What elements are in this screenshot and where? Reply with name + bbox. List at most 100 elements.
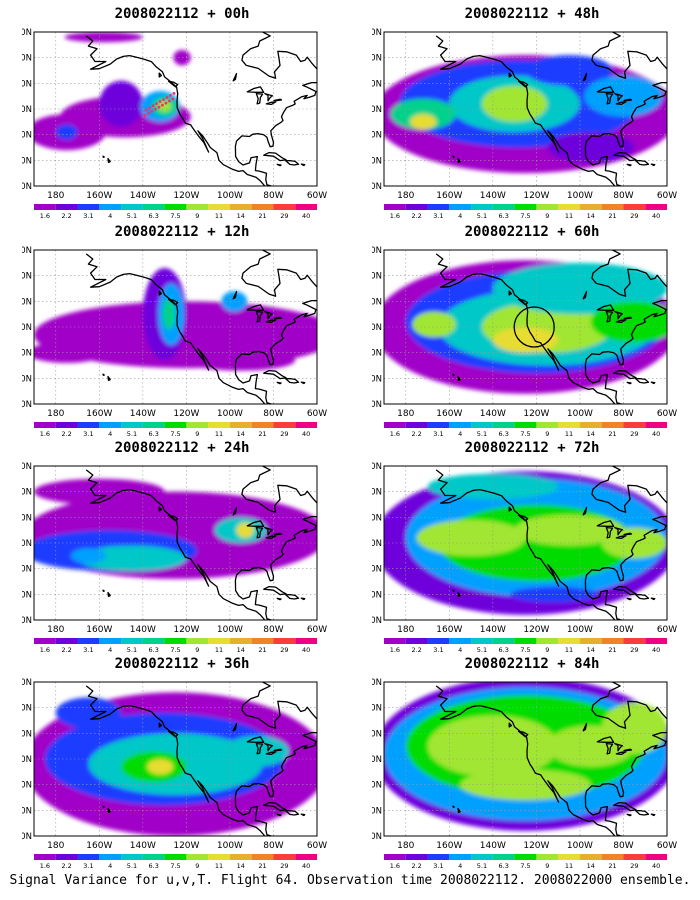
great-lake: [614, 742, 624, 752]
great-lake: [623, 98, 633, 102]
colorbar-label: 2.2: [61, 430, 71, 438]
colorbar-label: 4: [108, 862, 112, 870]
lon-label: 60W: [307, 191, 327, 201]
variance-map-60h: 70N 60N 50N 40N 30N 20N 10N 180 160W 140W 120W 100W…: [372, 246, 677, 438]
panel-title: 2008022112 + 36h: [114, 656, 250, 672]
lon-label: 80W: [263, 409, 283, 419]
lon-label: 120W: [523, 409, 549, 419]
colorbar-swatch: [186, 638, 209, 644]
variance-map-48h: 70N 60N 50N 40N 30N 20N 10N 180 160W 140W 120W 100W…: [372, 28, 677, 220]
coastlines: [435, 32, 667, 186]
colorbar-swatch: [295, 204, 317, 210]
lon-label: 80W: [263, 625, 283, 635]
colorbar-swatch: [492, 854, 515, 860]
lat-label: 10N: [372, 182, 382, 192]
island: [613, 585, 637, 596]
great-lake: [582, 506, 588, 516]
island: [613, 801, 637, 812]
lat-label: 70N: [22, 28, 32, 38]
island: [300, 163, 306, 167]
island: [285, 377, 300, 384]
great-lake: [596, 520, 615, 527]
variance-map-72h: 70N 60N 50N 40N 30N 20N 10N 180 160W 140W 120W 100W…: [372, 462, 677, 654]
colorbar-label: 40: [302, 430, 310, 438]
island: [285, 809, 300, 816]
colorbar-label: 40: [652, 646, 660, 654]
great-lake: [255, 92, 264, 105]
colorbar-label: 7.5: [170, 862, 180, 870]
observation-point: [150, 109, 154, 113]
lon-label: 80W: [613, 625, 633, 635]
colorbar-swatch: [405, 422, 428, 428]
island: [626, 813, 632, 817]
lon-label: 180: [397, 409, 414, 419]
colorbar-swatch: [449, 422, 472, 428]
observation-point: [169, 93, 172, 97]
colorbar-swatch: [601, 638, 624, 644]
island: [167, 80, 179, 88]
colorbar-label: 11: [565, 212, 573, 220]
colorbar-label: 2.2: [61, 212, 71, 220]
colorbar-label: 29: [280, 212, 288, 220]
colorbar-swatch: [384, 204, 406, 210]
island: [457, 807, 461, 814]
lat-label: 20N: [372, 806, 382, 816]
colorbar-label: 14: [587, 212, 595, 220]
island: [613, 369, 637, 380]
variance-contour: [236, 522, 254, 538]
colorbar-label: 6.3: [149, 212, 159, 220]
lat-label: 30N: [372, 131, 382, 141]
great-lake: [615, 751, 627, 756]
colorbar-label: 5.1: [477, 212, 487, 220]
colorbar-label: 3.1: [83, 646, 93, 654]
lat-label: 30N: [22, 349, 32, 359]
colorbar-swatch: [492, 638, 515, 644]
colorbar-swatch: [99, 638, 122, 644]
island: [263, 151, 287, 162]
colorbar-swatch: [55, 638, 78, 644]
variance-contour: [514, 514, 624, 546]
lat-label: 50N: [22, 297, 32, 307]
lon-label: 140W: [130, 841, 156, 851]
colorbar-label: 9: [545, 212, 549, 220]
coastlines: [85, 682, 317, 836]
lon-label: 80W: [263, 191, 283, 201]
lat-label: 60N: [372, 488, 382, 498]
colorbar-swatch: [164, 204, 187, 210]
variance-contour: [162, 298, 176, 330]
colorbar-swatch: [55, 854, 78, 860]
colorbar: 1.6 2.2 3.1 4 5.1 6.3 7.5 9 11 14 21 29 40: [384, 854, 667, 870]
lon-label: 160W: [436, 625, 462, 635]
colorbar-swatch: [623, 204, 646, 210]
island: [650, 163, 656, 167]
colorbar-swatch: [405, 204, 428, 210]
lat-label: 70N: [22, 246, 32, 256]
colorbar-label: 29: [630, 212, 638, 220]
colorbar-label: 3.1: [433, 212, 443, 220]
colorbar-label: 21: [608, 646, 616, 654]
colorbar-label: 9: [545, 862, 549, 870]
lon-label: 120W: [523, 625, 549, 635]
island: [457, 157, 461, 164]
great-lake: [623, 316, 633, 320]
variance-contour: [412, 311, 456, 338]
colorbar-swatch: [273, 638, 296, 644]
coastline-west: [85, 685, 266, 836]
variance-contour: [77, 545, 187, 572]
colorbar-label: 5.1: [127, 212, 137, 220]
island: [102, 589, 105, 592]
colorbar-label: 11: [215, 212, 223, 220]
lat-label: 40N: [22, 323, 32, 333]
colorbar-swatch: [77, 204, 100, 210]
colorbar-label: 9: [545, 430, 549, 438]
lon-label: 100W: [217, 841, 243, 851]
great-lake: [596, 304, 615, 311]
island: [517, 514, 529, 522]
colorbar-swatch: [405, 854, 428, 860]
colorbar-swatch: [427, 204, 450, 210]
lat-label: 20N: [22, 156, 32, 166]
colorbar-label: 7.5: [170, 646, 180, 654]
great-lake: [605, 742, 614, 755]
colorbar-label: 6.3: [149, 862, 159, 870]
colorbar-label: 6.3: [149, 430, 159, 438]
